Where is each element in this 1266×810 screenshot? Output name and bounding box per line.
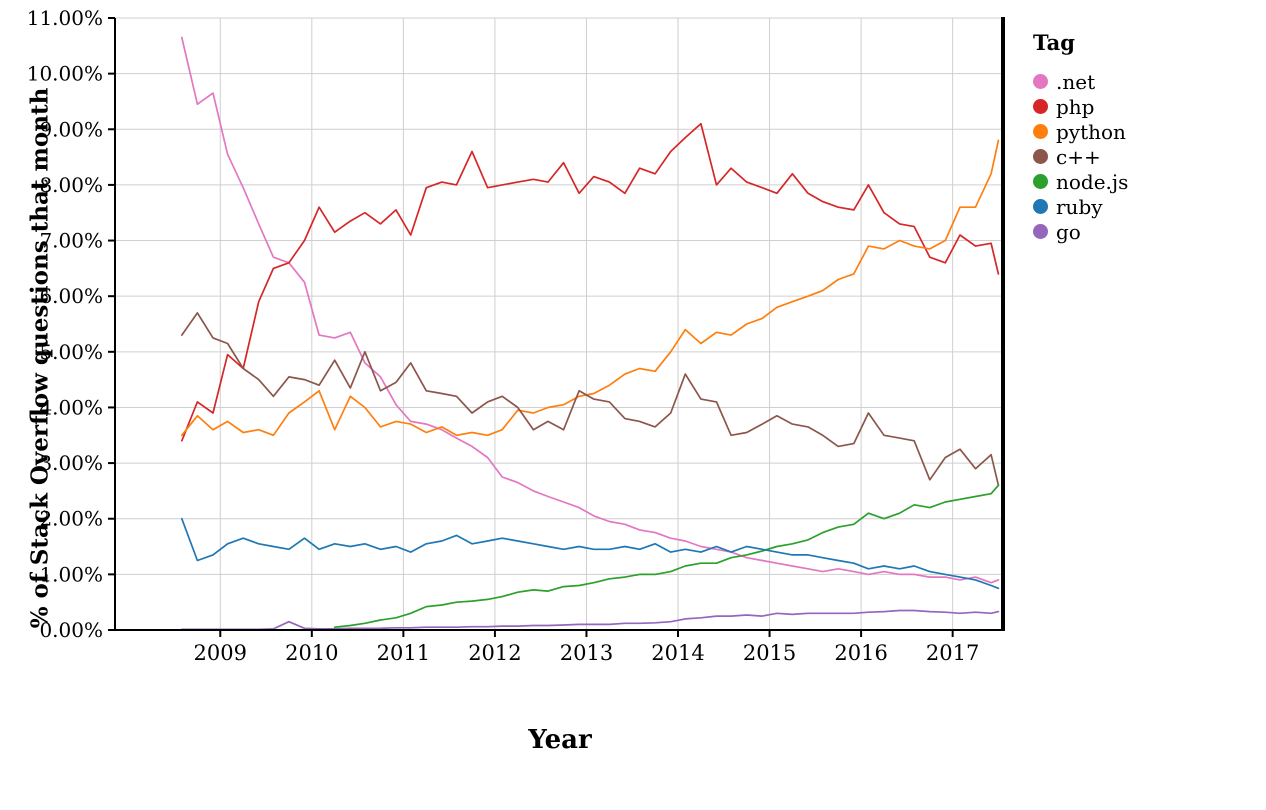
legend-label: go xyxy=(1056,219,1081,244)
series-line-ruby xyxy=(180,517,1000,590)
legend-item-c++: c++ xyxy=(1033,144,1128,169)
legend-swatch-icon xyxy=(1033,224,1048,239)
legend-items: .net php python c++ node.js ruby go xyxy=(1033,69,1128,244)
legend-item-node.js: node.js xyxy=(1033,169,1128,194)
legend: Tag .net php python c++ node.js ruby go xyxy=(1033,30,1128,244)
series-line-python xyxy=(180,139,1000,437)
legend-item-.net: .net xyxy=(1033,69,1128,94)
legend-title: Tag xyxy=(1033,30,1075,55)
y-tick-label: 11.00% xyxy=(27,6,103,30)
x-tick-label: 2009 xyxy=(194,641,247,665)
legend-item-go: go xyxy=(1033,219,1128,244)
x-tick-label: 2016 xyxy=(834,641,887,665)
legend-swatch-icon xyxy=(1033,174,1048,189)
legend-label: .net xyxy=(1056,69,1096,94)
x-tick-label: 2014 xyxy=(651,641,704,665)
series-line-.net xyxy=(180,36,1000,584)
x-tick-label: 2011 xyxy=(377,641,430,665)
x-tick-label: 2017 xyxy=(926,641,979,665)
legend-swatch-icon xyxy=(1033,99,1048,114)
series-line-php xyxy=(180,122,1000,442)
y-tick-label: 3.00% xyxy=(39,451,103,475)
y-tick-label: 6.00% xyxy=(39,284,103,308)
legend-swatch-icon xyxy=(1033,199,1048,214)
x-tick-label: 2012 xyxy=(468,641,521,665)
series-line-c++ xyxy=(180,312,1000,487)
y-tick-label: 7.00% xyxy=(39,229,103,253)
legend-label: c++ xyxy=(1056,144,1101,169)
x-axis-title: Year xyxy=(528,725,592,755)
legend-swatch-icon xyxy=(1033,149,1048,164)
legend-item-php: php xyxy=(1033,94,1128,119)
legend-label: node.js xyxy=(1056,169,1129,194)
series-line-go xyxy=(180,609,1000,631)
y-tick-label: 8.00% xyxy=(39,173,103,197)
y-tick-label: 10.00% xyxy=(27,62,103,86)
x-tick-label: 2013 xyxy=(560,641,613,665)
legend-label: php xyxy=(1056,94,1095,119)
y-tick-label: 1.00% xyxy=(39,562,103,586)
legend-label: python xyxy=(1056,119,1126,144)
y-tick-label: 5.00% xyxy=(39,340,103,364)
legend-label: ruby xyxy=(1056,194,1103,219)
legend-swatch-icon xyxy=(1033,124,1048,139)
legend-swatch-icon xyxy=(1033,74,1048,89)
y-tick-label: 4.00% xyxy=(39,395,103,419)
legend-item-ruby: ruby xyxy=(1033,194,1128,219)
legend-item-python: python xyxy=(1033,119,1128,144)
y-tick-label: 2.00% xyxy=(39,507,103,531)
y-tick-label: 9.00% xyxy=(39,117,103,141)
series-line-node.js xyxy=(333,484,1000,629)
x-tick-label: 2015 xyxy=(743,641,796,665)
x-tick-label: 2010 xyxy=(285,641,338,665)
y-tick-label: 0.00% xyxy=(39,618,103,642)
